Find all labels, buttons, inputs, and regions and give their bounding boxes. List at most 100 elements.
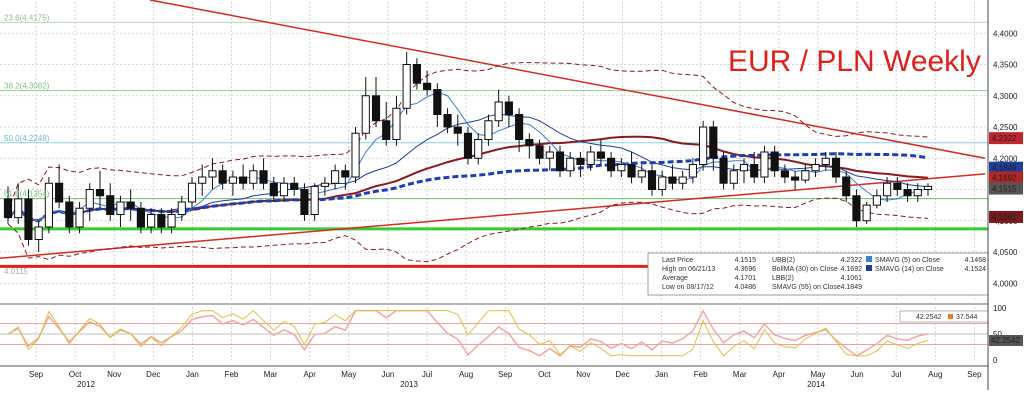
candle [647,164,657,196]
candle [443,108,452,134]
osc-marker-text: 42.2542 [991,336,1020,345]
candle [872,189,881,209]
fib-label: 23.6(4.4175) [4,13,50,22]
year-tick: 2012 [77,380,95,389]
candle-body [750,164,759,178]
month-tick: May [810,370,825,379]
month-tick: Dec [615,370,629,379]
legend-name: BollMA (30) on Close [772,266,838,273]
legend-value: 4.1692 [841,266,863,273]
osc-line-2 [7,309,929,357]
legend-value: 4.0486 [735,284,757,291]
candle [290,177,299,196]
month-tick: Jun [381,370,394,379]
month-tick: Apr [303,370,316,379]
candle-body [208,170,217,178]
candle [535,139,544,165]
candle [433,83,442,127]
candle [903,183,912,202]
candle-body [586,151,595,165]
candle [341,164,350,190]
legend-swatch [866,256,872,262]
candle-body [453,126,462,134]
candle-body [484,120,493,140]
osc-line-1 [7,310,929,357]
candle [811,158,820,177]
candle-body [341,170,350,178]
price-marker-text: 4.1849 [992,164,1017,173]
fib-label: 38.2(4.3082) [4,82,50,91]
candle [923,183,933,196]
candle-body [44,182,53,228]
candle-body [872,195,881,206]
candle-body [249,170,258,184]
candle [126,189,135,221]
candle-body [699,126,708,165]
candle [504,95,513,127]
legend-swatch [866,265,872,271]
candle [474,133,483,165]
candle-body [811,164,820,172]
month-tick: Sep [967,370,982,379]
candle [167,208,176,234]
candle-body [463,132,473,159]
candle [392,95,401,146]
candle [453,114,462,146]
legend-value: 4.1524 [965,266,987,273]
candle [699,120,708,171]
candle-body [75,207,84,228]
candle-body [269,182,278,197]
candle-body [842,176,851,197]
candle [791,170,800,190]
osc-legend-value: 37.544 [956,314,978,321]
candle-body [371,95,381,122]
month-tick: Sep [29,370,44,379]
month-tick: Jul [422,370,432,379]
legend-frame [647,252,989,296]
candle [65,195,74,234]
price-marker-text: 4.1061 [992,213,1017,222]
month-tick: Mar [264,370,278,379]
month-tick: Jan [655,370,668,379]
candle [852,189,861,227]
osc-legend-swatch [948,314,953,319]
bollinger-upper [7,62,929,212]
price-tick: 4,0500 [993,248,1018,257]
fib-label: 50.0(4.2248) [4,134,50,143]
candle-body [923,185,933,190]
candle-body [545,151,554,159]
candle [187,177,197,209]
legend-box: Last Price 4.1515 High on 06/21/13 4.3696 Av… [647,252,989,296]
candle [750,152,759,184]
candle-body [791,176,800,181]
candle [157,208,166,234]
candle-body [106,195,115,215]
candle [637,164,646,184]
candle-body [515,114,524,140]
candle-body [24,198,33,240]
candle [382,102,391,146]
candle-body [607,157,616,172]
legend-name: SMAVG (5) on Close [875,257,940,264]
legend-name: Last Price [662,257,693,264]
candle-body [228,176,237,184]
candle [371,77,381,127]
candle [760,145,769,184]
candle-body [198,176,207,184]
candle [627,152,636,184]
candle [177,195,186,221]
month-tick: Mar [733,370,747,379]
candle [555,145,565,177]
candle-body [157,214,166,228]
candle-body [617,164,626,172]
candle-body [709,126,718,159]
candle [116,195,125,227]
osc-tick: 0 [993,356,998,365]
candle [678,170,687,190]
candle-body [474,139,483,159]
candle [739,158,749,184]
candle-body [627,164,636,178]
candle-body [525,139,534,147]
osc-legend-value: 42.2542 [916,314,941,321]
